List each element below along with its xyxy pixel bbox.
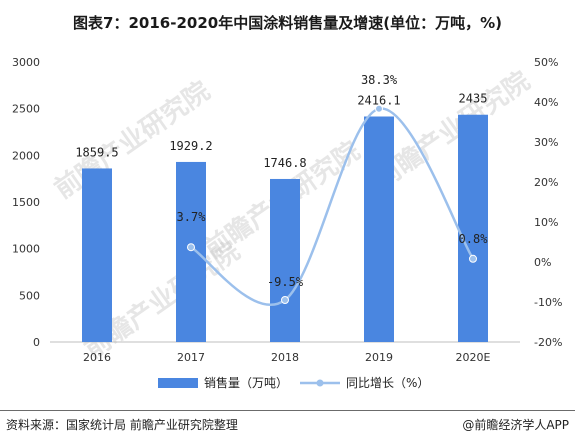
x-tick-label: 2020E <box>456 351 491 364</box>
x-tick-label: 2016 <box>83 351 111 364</box>
bar-2020E <box>458 114 488 342</box>
source-note: 资料来源：国家统计局 前瞻产业研究院整理 <box>6 418 238 432</box>
growth-point <box>281 296 289 304</box>
y-right-tick-label: 40% <box>534 96 558 109</box>
y-left-tick-label: 0 <box>33 336 40 349</box>
growth-point <box>469 254 477 263</box>
growth-value-label: -9.5% <box>267 275 304 289</box>
bar-2016 <box>82 168 112 342</box>
footer-divider <box>0 410 575 411</box>
bar-value-label: 1859.5 <box>75 145 118 159</box>
bar-2018 <box>270 178 300 342</box>
y-right-tick-label: 20% <box>534 176 558 189</box>
y-right-tick-label: 0% <box>534 256 551 269</box>
y-left-tick-label: 500 <box>19 289 40 302</box>
y-left-tick-label: 2000 <box>12 149 40 162</box>
bar-2019 <box>364 116 394 342</box>
y-right-tick-label: 30% <box>534 136 558 149</box>
brand-credit: @前瞻经济学人APP <box>462 418 569 432</box>
growth-point <box>187 243 195 252</box>
y-right-tick-label: 10% <box>534 216 558 229</box>
legend-bar-label: 销售量（万吨） <box>204 375 288 390</box>
y-right-tick-label: -20% <box>534 336 562 349</box>
legend-line-marker <box>316 379 324 387</box>
y-left-tick-label: 1000 <box>12 243 40 256</box>
bar-value-label: 2416.1 <box>357 93 400 107</box>
legend-line-label: 同比增长（%） <box>346 376 429 390</box>
chart-title: 图表7：2016-2020年中国涂料销售量及增速(单位：万吨，%) <box>73 14 502 32</box>
x-tick-label: 2017 <box>177 351 205 364</box>
growth-value-label: 3.7% <box>177 210 207 224</box>
y-right-tick-label: -10% <box>534 296 562 309</box>
y-left-tick-label: 2500 <box>12 103 40 116</box>
growth-value-label: 38.3% <box>361 73 398 87</box>
bar-value-label: 2435 <box>459 92 488 106</box>
growth-line <box>190 107 475 306</box>
growth-value-label: 0.8% <box>459 232 489 246</box>
y-left-tick-label: 3000 <box>12 56 40 69</box>
x-tick-label: 2019 <box>365 351 393 364</box>
y-left-tick-label: 1500 <box>12 196 40 209</box>
bar-value-label: 1746.8 <box>263 156 306 170</box>
growth-point <box>375 104 383 113</box>
bar-value-label: 1929.2 <box>169 139 212 153</box>
legend-bar-swatch <box>158 378 198 388</box>
y-right-tick-label: 50% <box>534 56 558 69</box>
x-tick-label: 2018 <box>271 351 299 364</box>
bar-2017 <box>176 161 206 342</box>
